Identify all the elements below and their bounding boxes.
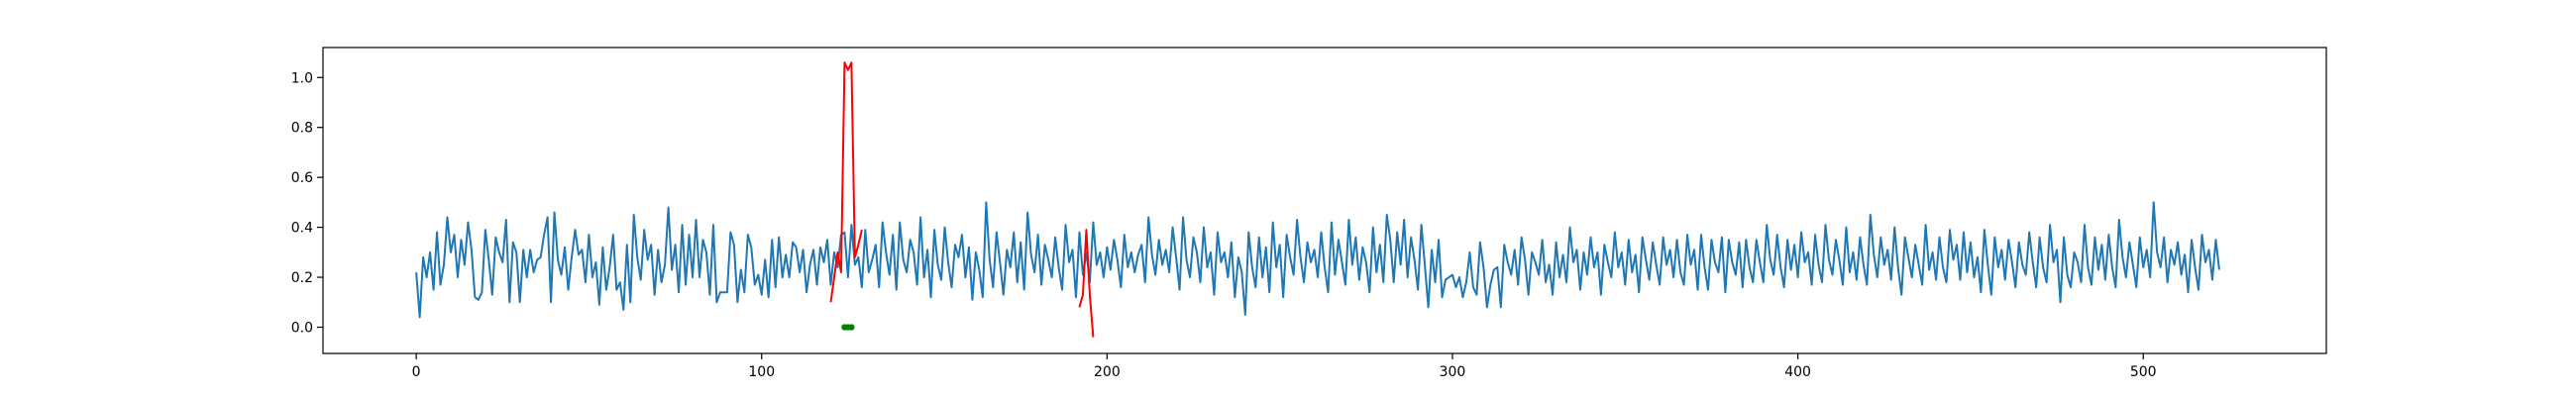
- x-tick-label-4: 400: [1784, 364, 1811, 380]
- x-tick-label-5: 500: [2130, 364, 2157, 380]
- x-tick-label-2: 200: [1094, 364, 1121, 380]
- y-tick-label-0: 0.0: [291, 321, 313, 337]
- x-tick-label-1: 100: [748, 364, 775, 380]
- plot-frame: [322, 47, 2327, 354]
- y-tick-label-2: 0.4: [291, 221, 313, 237]
- series-line-0: [415, 201, 2220, 319]
- series-line-1: [829, 61, 863, 303]
- y-tick-label-4: 0.8: [291, 121, 313, 137]
- series-layer: [415, 61, 2220, 338]
- y-tick-label-1: 0.2: [291, 270, 313, 286]
- axes-layer: 0 100 200 300 400 500 0.0 0.2 0.4 0.6 0.8 1.0: [291, 47, 2327, 380]
- series-line-2: [1078, 229, 1095, 338]
- x-tick-label-3: 300: [1440, 364, 1466, 380]
- series-marker-3-2: [848, 324, 855, 331]
- y-tick-label-5: 1.0: [291, 70, 313, 86]
- y-tick-label-3: 0.6: [291, 170, 313, 186]
- x-tick-label-0: 0: [412, 364, 421, 380]
